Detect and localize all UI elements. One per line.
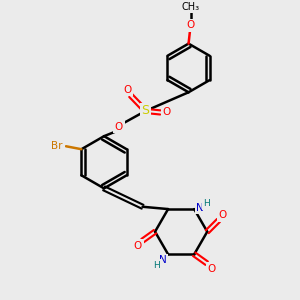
Text: O: O	[187, 20, 195, 30]
Text: O: O	[162, 107, 170, 117]
Text: O: O	[123, 85, 131, 94]
Text: O: O	[218, 210, 227, 220]
Text: CH₃: CH₃	[182, 2, 200, 11]
Text: H: H	[203, 199, 210, 208]
Text: O: O	[207, 263, 215, 274]
Text: N: N	[159, 255, 166, 265]
Text: O: O	[115, 122, 123, 132]
Text: H: H	[153, 261, 160, 270]
Text: O: O	[134, 241, 142, 251]
Text: N: N	[196, 202, 204, 213]
Text: Br: Br	[51, 141, 63, 151]
Text: S: S	[142, 104, 150, 118]
